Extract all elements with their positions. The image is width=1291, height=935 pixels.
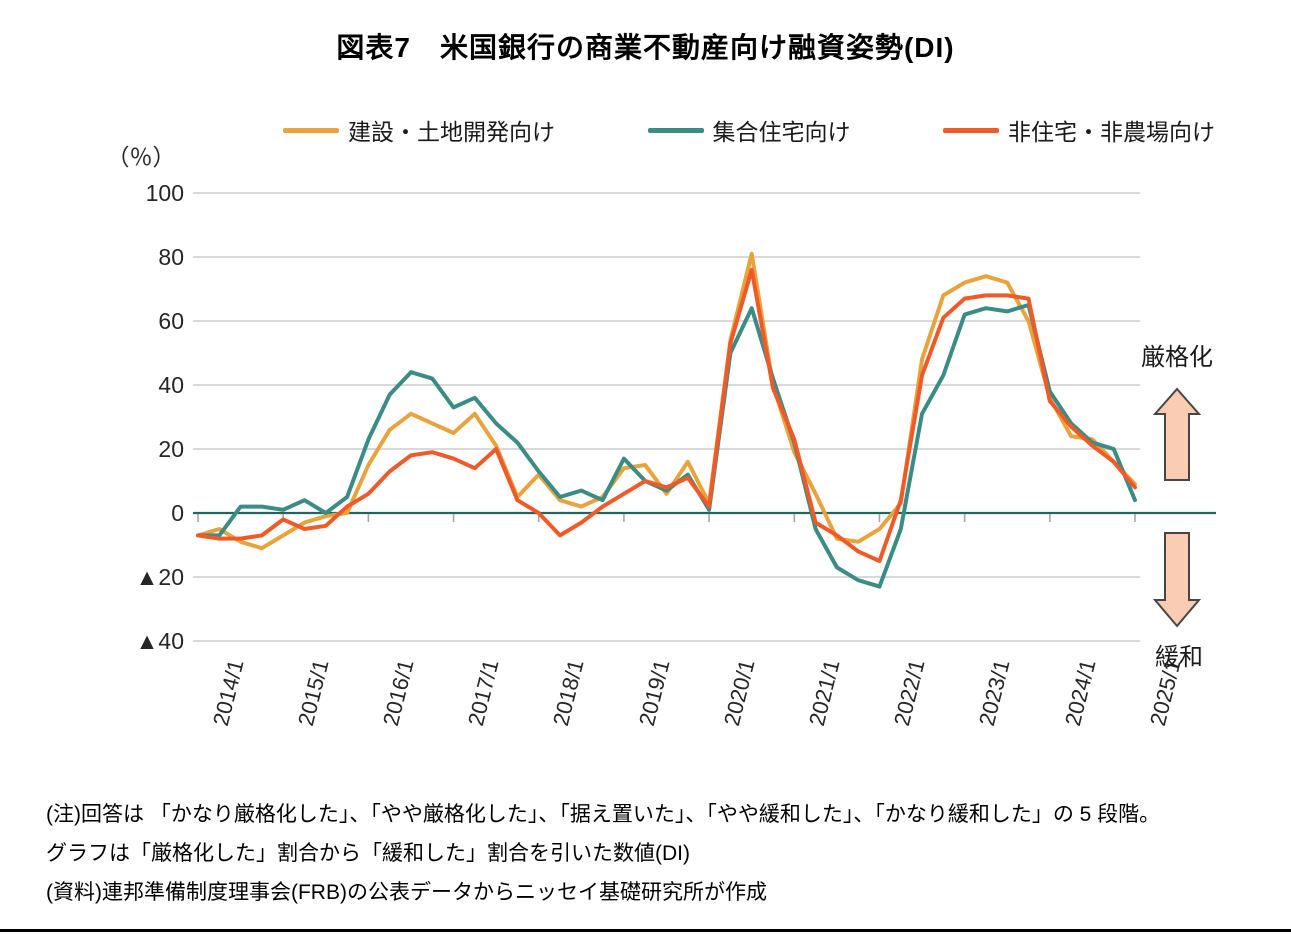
y-tick-label-80: 80 [158, 244, 184, 270]
arrow-down-icon [1152, 532, 1202, 628]
legend-swatch-multifamily [647, 127, 704, 133]
footnotes: (注)回答は 「かなり厳格化した」、「やや厳格化した」、「据え置いた」、「やや緩… [46, 795, 1160, 912]
footnote-line-3: (資料)連邦準備制度理事会(FRB)の公表データからニッセイ基礎研究所が作成 [46, 881, 767, 904]
legend-label-construction: 建設・土地開発向け [348, 119, 555, 145]
y-tick-label-▲40: ▲40 [135, 628, 184, 654]
legend-item-nonresidential: 非住宅・非農場向け [943, 113, 1215, 147]
legend-item-construction: 建設・土地開発向け [283, 113, 555, 147]
series-line-2 [196, 267, 1137, 563]
legend-swatch-construction [283, 127, 339, 133]
y-tick-label-60: 60 [158, 308, 184, 334]
footnote-line-2: グラフは「厳格化した」割合から「緩和した」割合を引いた数値(DI) [46, 842, 690, 865]
legend-item-multifamily: 集合住宅向け [647, 113, 851, 147]
footnote-line-1: (注)回答は 「かなり厳格化した」、「やや厳格化した」、「据え置いた」、「やや緩… [46, 803, 1161, 826]
legend-label-multifamily: 集合住宅向け [712, 119, 851, 145]
y-tick-label-0: 0 [171, 500, 184, 526]
page-title: 図表7 米国銀行の商業不動産向け融資姿勢(DI) [336, 32, 955, 63]
legend-swatch-nonresidential [943, 127, 999, 133]
y-tick-label-100: 100 [145, 180, 184, 206]
annotation-tighten-label: 厳格化 [1141, 344, 1213, 371]
legend: 建設・土地開発向け 集合住宅向け 非住宅・非農場向け [283, 113, 1215, 147]
y-tick-label-▲20: ▲20 [135, 564, 184, 590]
arrow-up-icon [1152, 387, 1202, 481]
series-line-1 [196, 303, 1137, 589]
bottom-divider [0, 929, 1291, 932]
y-axis-unit-label: （％） [106, 144, 176, 170]
annotation-ease-label: 緩和 [1155, 644, 1203, 671]
series-line-0 [196, 251, 1137, 551]
y-tick-label-20: 20 [158, 436, 184, 462]
legend-label-nonresidential: 非住宅・非農場向け [1008, 119, 1215, 145]
y-tick-label-40: 40 [158, 372, 184, 398]
